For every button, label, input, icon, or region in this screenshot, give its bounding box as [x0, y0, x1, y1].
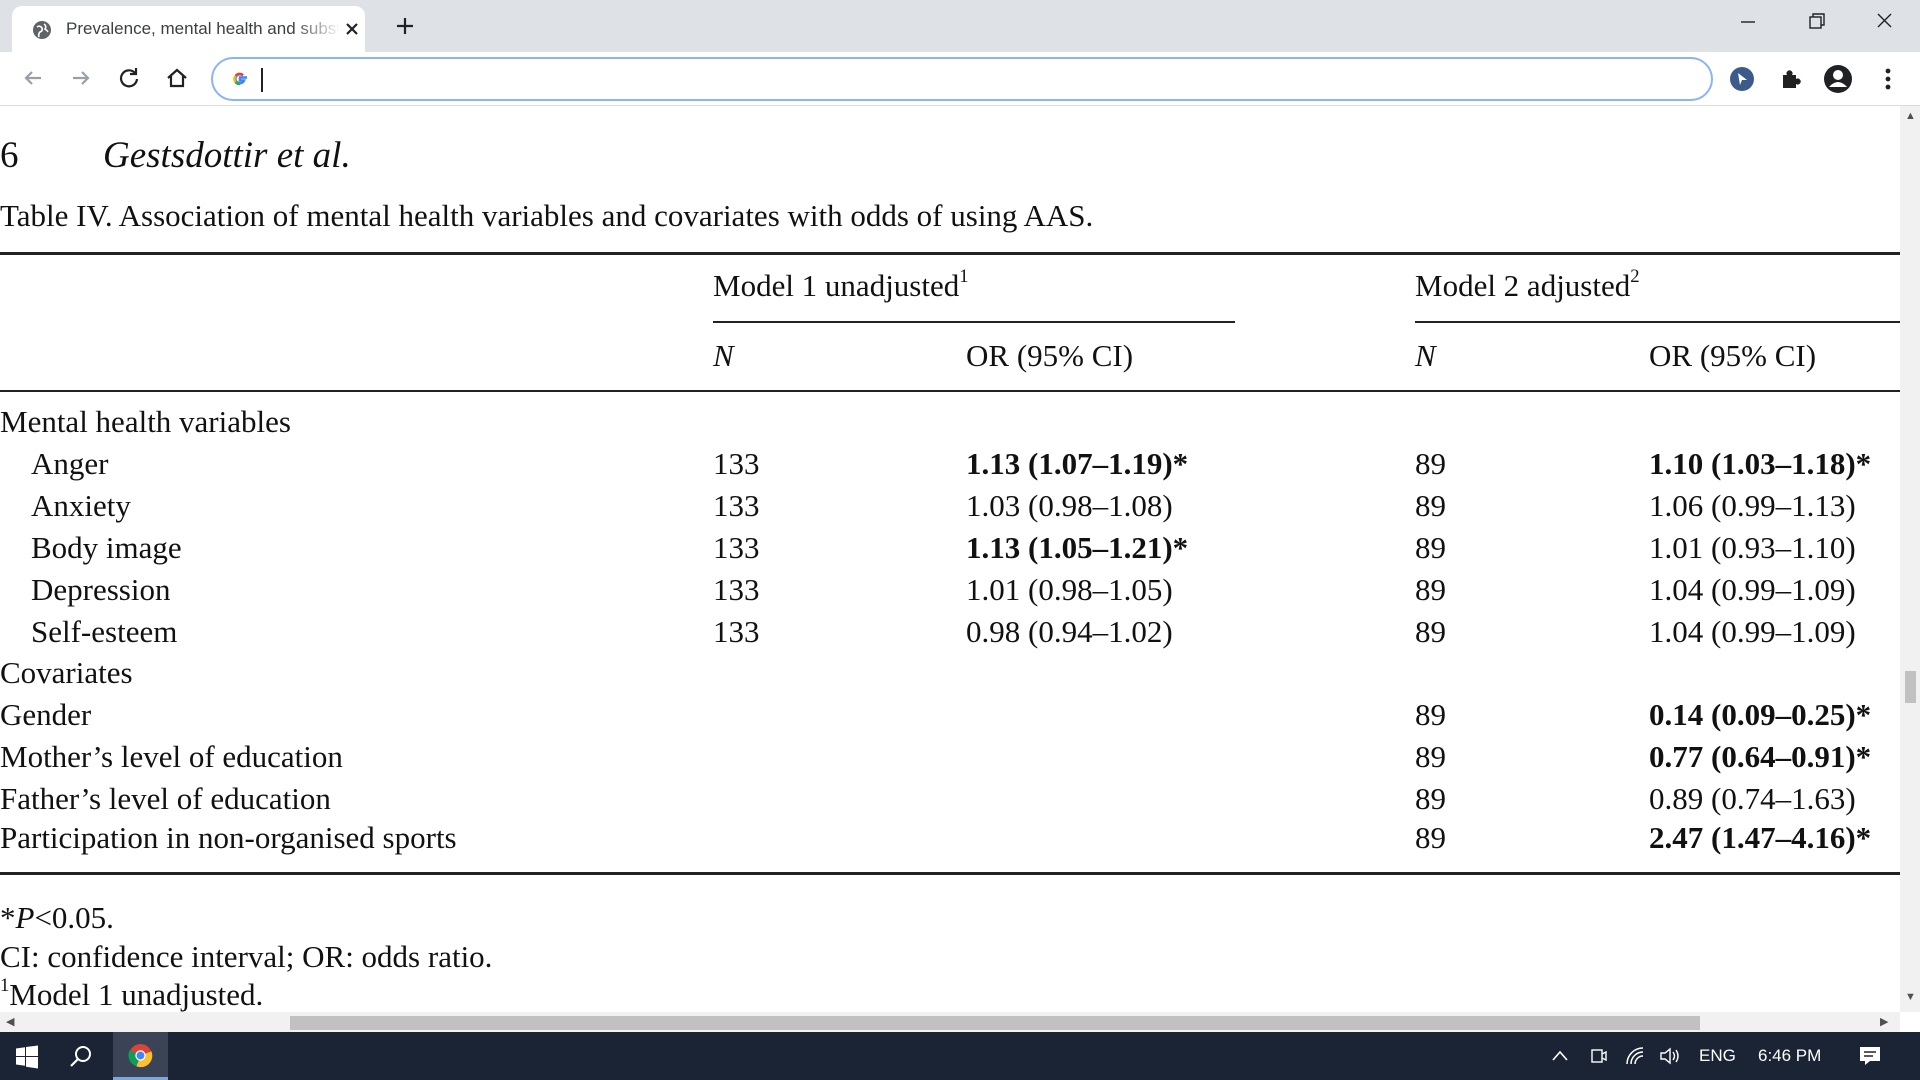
- minimize-icon[interactable]: [1728, 8, 1768, 36]
- model2-header: Model 2 adjusted2: [1415, 266, 1640, 303]
- table-caption: Table IV. Association of mental health v…: [0, 198, 1094, 233]
- input-language[interactable]: ENG: [1699, 1046, 1736, 1065]
- row-model1-n: 133: [713, 488, 760, 523]
- row-model2-or: 1.06 (0.99–1.13): [1649, 488, 1856, 523]
- covariate-model2-or: 2.47 (1.47–4.16)*: [1649, 820, 1872, 855]
- scroll-up-arrow-icon[interactable]: ▲: [1905, 110, 1916, 122]
- chevron-up-icon[interactable]: [1551, 1048, 1569, 1064]
- footnote-model1: 1Model 1 unadjusted.: [0, 975, 264, 1012]
- section-mental-health: Mental health variables: [0, 404, 291, 439]
- covariate-model2-n: 89: [1415, 739, 1446, 774]
- covariate-model2-or: 0.14 (0.09–0.25)*: [1649, 697, 1872, 732]
- browser-tab[interactable]: Prevalence, mental health and substance …: [12, 6, 365, 52]
- row-label: Depression: [31, 572, 171, 607]
- section-covariates: Covariates: [0, 655, 133, 690]
- footnote-abbreviations: CI: confidence interval; OR: odds ratio.: [0, 939, 493, 974]
- google-icon: [233, 72, 247, 86]
- globe-icon: [33, 21, 51, 39]
- row-model2-or: 1.01 (0.93–1.10): [1649, 530, 1856, 565]
- row-model2-n: 89: [1415, 446, 1446, 481]
- row-model1-or: 1.03 (0.98–1.08): [966, 488, 1173, 523]
- covariate-label: Gender: [0, 697, 92, 732]
- model2-or-header: OR (95% CI): [1649, 338, 1817, 373]
- scroll-right-arrow-icon[interactable]: ▶: [1880, 1016, 1889, 1028]
- row-model1-or: 1.13 (1.05–1.21)*: [966, 530, 1189, 565]
- back-icon[interactable]: [18, 63, 48, 93]
- pdf-page: 6 Gestsdottir et al. Table IV. Associati…: [0, 106, 1900, 1012]
- row-model1-or: 1.13 (1.07–1.19)*: [966, 446, 1189, 481]
- row-model2-or: 1.04 (0.99–1.09): [1649, 614, 1856, 649]
- vertical-scroll-thumb[interactable]: [1905, 671, 1916, 703]
- footnote-p-value: *P<0.05.: [0, 900, 114, 935]
- horizontal-scrollbar[interactable]: ◀ ▶: [0, 1012, 1900, 1032]
- notifications-icon[interactable]: [1858, 1044, 1882, 1068]
- browser-toolbar: [0, 52, 1920, 106]
- row-label: Self-esteem: [31, 614, 178, 649]
- covariate-label: Participation in non-organised sports: [0, 820, 457, 855]
- row-model2-n: 89: [1415, 614, 1446, 649]
- volume-icon[interactable]: [1658, 1045, 1682, 1067]
- search-icon[interactable]: [68, 1044, 94, 1070]
- profile-avatar-icon[interactable]: [1822, 63, 1854, 95]
- row-model2-n: 89: [1415, 530, 1446, 565]
- home-icon[interactable]: [162, 63, 192, 93]
- row-model2-or: 1.10 (1.03–1.18)*: [1649, 446, 1872, 481]
- row-model2-or: 1.04 (0.99–1.09): [1649, 572, 1856, 607]
- model2-n-header: N: [1415, 338, 1436, 373]
- row-model1-n: 133: [713, 446, 760, 481]
- row-model2-n: 89: [1415, 572, 1446, 607]
- row-model1-or: 1.01 (0.98–1.05): [966, 572, 1173, 607]
- reload-icon[interactable]: [114, 63, 144, 93]
- windows-start-icon[interactable]: [15, 1045, 39, 1069]
- model2-rule: [1415, 321, 1900, 323]
- running-head: Gestsdottir et al.: [103, 135, 351, 176]
- extension-cursor-icon[interactable]: [1726, 63, 1758, 95]
- tab-title-fade: [292, 14, 342, 44]
- table-bottom-rule: [0, 872, 1900, 875]
- row-label: Anger: [31, 446, 109, 481]
- tab-title: Prevalence, mental health and substance …: [66, 19, 338, 38]
- restore-icon[interactable]: [1796, 8, 1836, 36]
- covariate-model2-or: 0.77 (0.64–0.91)*: [1649, 739, 1872, 774]
- close-window-icon[interactable]: [1864, 8, 1904, 36]
- new-tab-icon[interactable]: [390, 11, 420, 41]
- row-model2-n: 89: [1415, 488, 1446, 523]
- model1-or-header: OR (95% CI): [966, 338, 1134, 373]
- scroll-left-arrow-icon[interactable]: ◀: [6, 1016, 15, 1028]
- meet-now-icon[interactable]: [1590, 1046, 1608, 1066]
- row-label: Body image: [31, 530, 182, 565]
- covariate-label: Mother’s level of education: [0, 739, 343, 774]
- table-top-rule: [0, 252, 1900, 255]
- row-model1-or: 0.98 (0.94–1.02): [966, 614, 1173, 649]
- scroll-down-arrow-icon[interactable]: ▼: [1905, 991, 1916, 1003]
- close-tab-icon[interactable]: [341, 18, 363, 40]
- row-model1-n: 133: [713, 572, 760, 607]
- extensions-puzzle-icon[interactable]: [1775, 63, 1807, 95]
- model1-n-header: N: [713, 338, 734, 373]
- windows-taskbar: ENG 6:46 PM: [0, 1032, 1920, 1080]
- row-model1-n: 133: [713, 614, 760, 649]
- vertical-scrollbar[interactable]: ▲ ▼: [1900, 106, 1920, 1012]
- model1-header: Model 1 unadjusted1: [713, 266, 969, 303]
- horizontal-scroll-thumb[interactable]: [290, 1016, 1700, 1030]
- covariate-label: Father’s level of education: [0, 781, 331, 816]
- covariate-model2-n: 89: [1415, 781, 1446, 816]
- covariate-model2-n: 89: [1415, 697, 1446, 732]
- model1-rule: [713, 321, 1235, 323]
- address-bar[interactable]: [211, 57, 1713, 101]
- taskbar-chrome-button[interactable]: [113, 1032, 168, 1080]
- row-model1-n: 133: [713, 530, 760, 565]
- clock-time[interactable]: 6:46 PM: [1758, 1046, 1822, 1065]
- covariate-model2-or: 0.89 (0.74–1.63): [1649, 781, 1856, 816]
- chrome-icon: [128, 1044, 153, 1068]
- header-bottom-rule: [0, 390, 1900, 392]
- forward-icon[interactable]: [66, 63, 96, 93]
- tab-strip: Prevalence, mental health and substance …: [0, 0, 1920, 52]
- page-number: 6: [0, 135, 19, 176]
- wifi-icon[interactable]: [1624, 1045, 1646, 1067]
- row-label: Anxiety: [31, 488, 131, 523]
- menu-kebab-icon[interactable]: [1872, 63, 1904, 95]
- covariate-model2-n: 89: [1415, 820, 1446, 855]
- text-cursor: [261, 68, 263, 92]
